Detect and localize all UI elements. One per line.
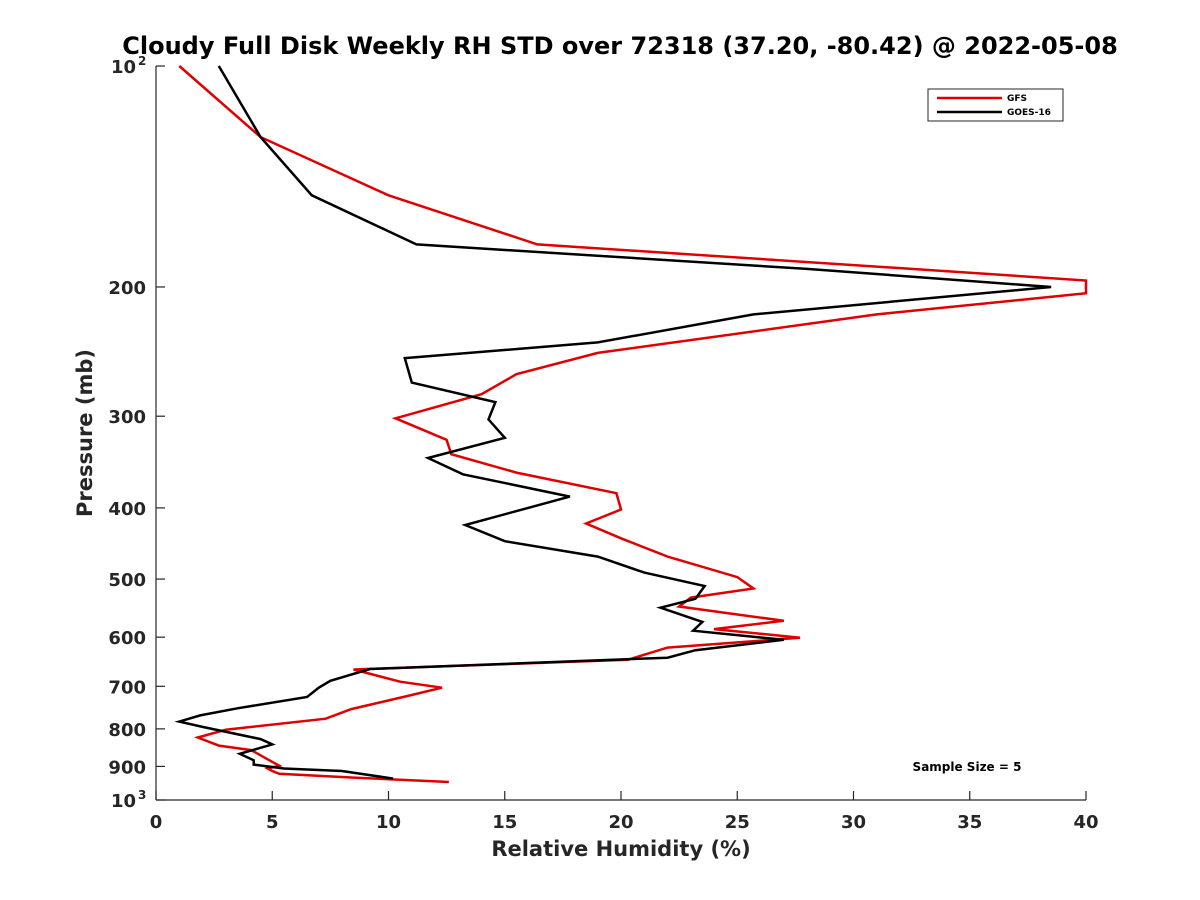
series-lines [174,65,1088,784]
y-tick-label-5: 600 [108,628,146,649]
y-tick-label-1: 200 [108,278,146,299]
x-tick-label-3: 15 [492,812,517,833]
y-tick-label-6: 700 [108,677,146,698]
legend-box [927,88,1064,122]
y-axis-label: Pressure (mb) [73,349,97,517]
series-line-goes-16 [174,65,1052,780]
x-tick-label-0: 0 [150,812,163,833]
y-tick-exponent-0: 2 [138,54,146,68]
chart-title: Cloudy Full Disk Weekly RH STD over 7231… [122,32,1118,60]
legend-label-goes-16: GOES-16 [1007,108,1051,118]
x-tick-label-8: 40 [1073,812,1098,833]
x-tick-label-1: 5 [266,812,279,833]
legend-label-gfs: GFS [1007,94,1027,104]
y-tick-label-9: 10 [111,791,136,812]
x-tick-label-6: 30 [841,812,866,833]
x-tick-label-4: 20 [608,812,633,833]
y-tick-label-7: 800 [108,720,146,741]
y-tick-label-0: 10 [111,57,136,78]
y-tick-exponent-9: 3 [138,788,146,802]
x-tick-label-7: 35 [957,812,982,833]
legend: GFS GOES-16 [927,88,1064,122]
x-tick-label-5: 25 [725,812,750,833]
sample-size-annotation: Sample Size = 5 [913,760,1022,774]
y-tick-label-2: 300 [108,407,146,428]
y-tick-label-4: 500 [108,570,146,591]
y-tick-label-8: 900 [108,757,146,778]
y-tick-label-3: 400 [108,499,146,520]
x-axis-ticks: 0 5 10 15 20 25 30 35 40 [150,791,1099,833]
x-axis-label: Relative Humidity (%) [491,837,750,861]
x-tick-label-2: 10 [376,812,401,833]
